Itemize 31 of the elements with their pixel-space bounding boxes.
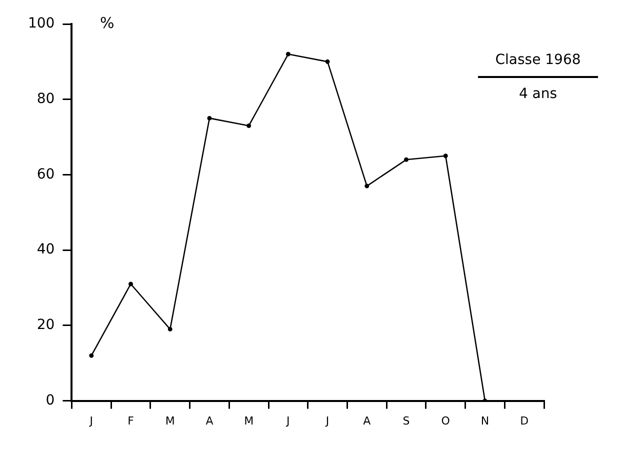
x-tick-label: N <box>480 414 490 428</box>
x-tick-label: J <box>286 414 290 428</box>
x-tick-label: M <box>244 414 254 428</box>
point <box>246 123 252 128</box>
point <box>89 353 94 358</box>
annotation: 4 ans <box>518 84 558 104</box>
point <box>207 116 212 120</box>
y-tick-label: 100 <box>28 16 55 32</box>
point <box>128 282 134 286</box>
x-tick-label: O <box>441 414 450 428</box>
y-axis-title: % <box>100 14 114 32</box>
point <box>325 59 330 64</box>
x-tick-label: J <box>324 414 330 428</box>
x-tick-label: M <box>165 414 175 428</box>
point <box>404 157 408 162</box>
x-tick-label: A <box>363 414 372 428</box>
y-tick-label: 0 <box>46 392 55 408</box>
annotation: Classe 1968 <box>494 51 582 70</box>
point <box>443 154 448 158</box>
point <box>364 184 370 188</box>
y-tick-label: 60 <box>36 166 55 182</box>
y-tick-label: 20 <box>36 317 55 334</box>
x-tick-label: F <box>128 414 134 428</box>
point <box>286 52 290 56</box>
x-tick-label: D <box>520 414 529 428</box>
x-tick-label: J <box>88 414 94 428</box>
x-tick-label: A <box>206 414 214 428</box>
y-tick-label: 40 <box>36 242 55 258</box>
x-tick-label: S <box>402 414 410 428</box>
y-tick-label: 80 <box>36 91 55 107</box>
point <box>168 326 172 332</box>
